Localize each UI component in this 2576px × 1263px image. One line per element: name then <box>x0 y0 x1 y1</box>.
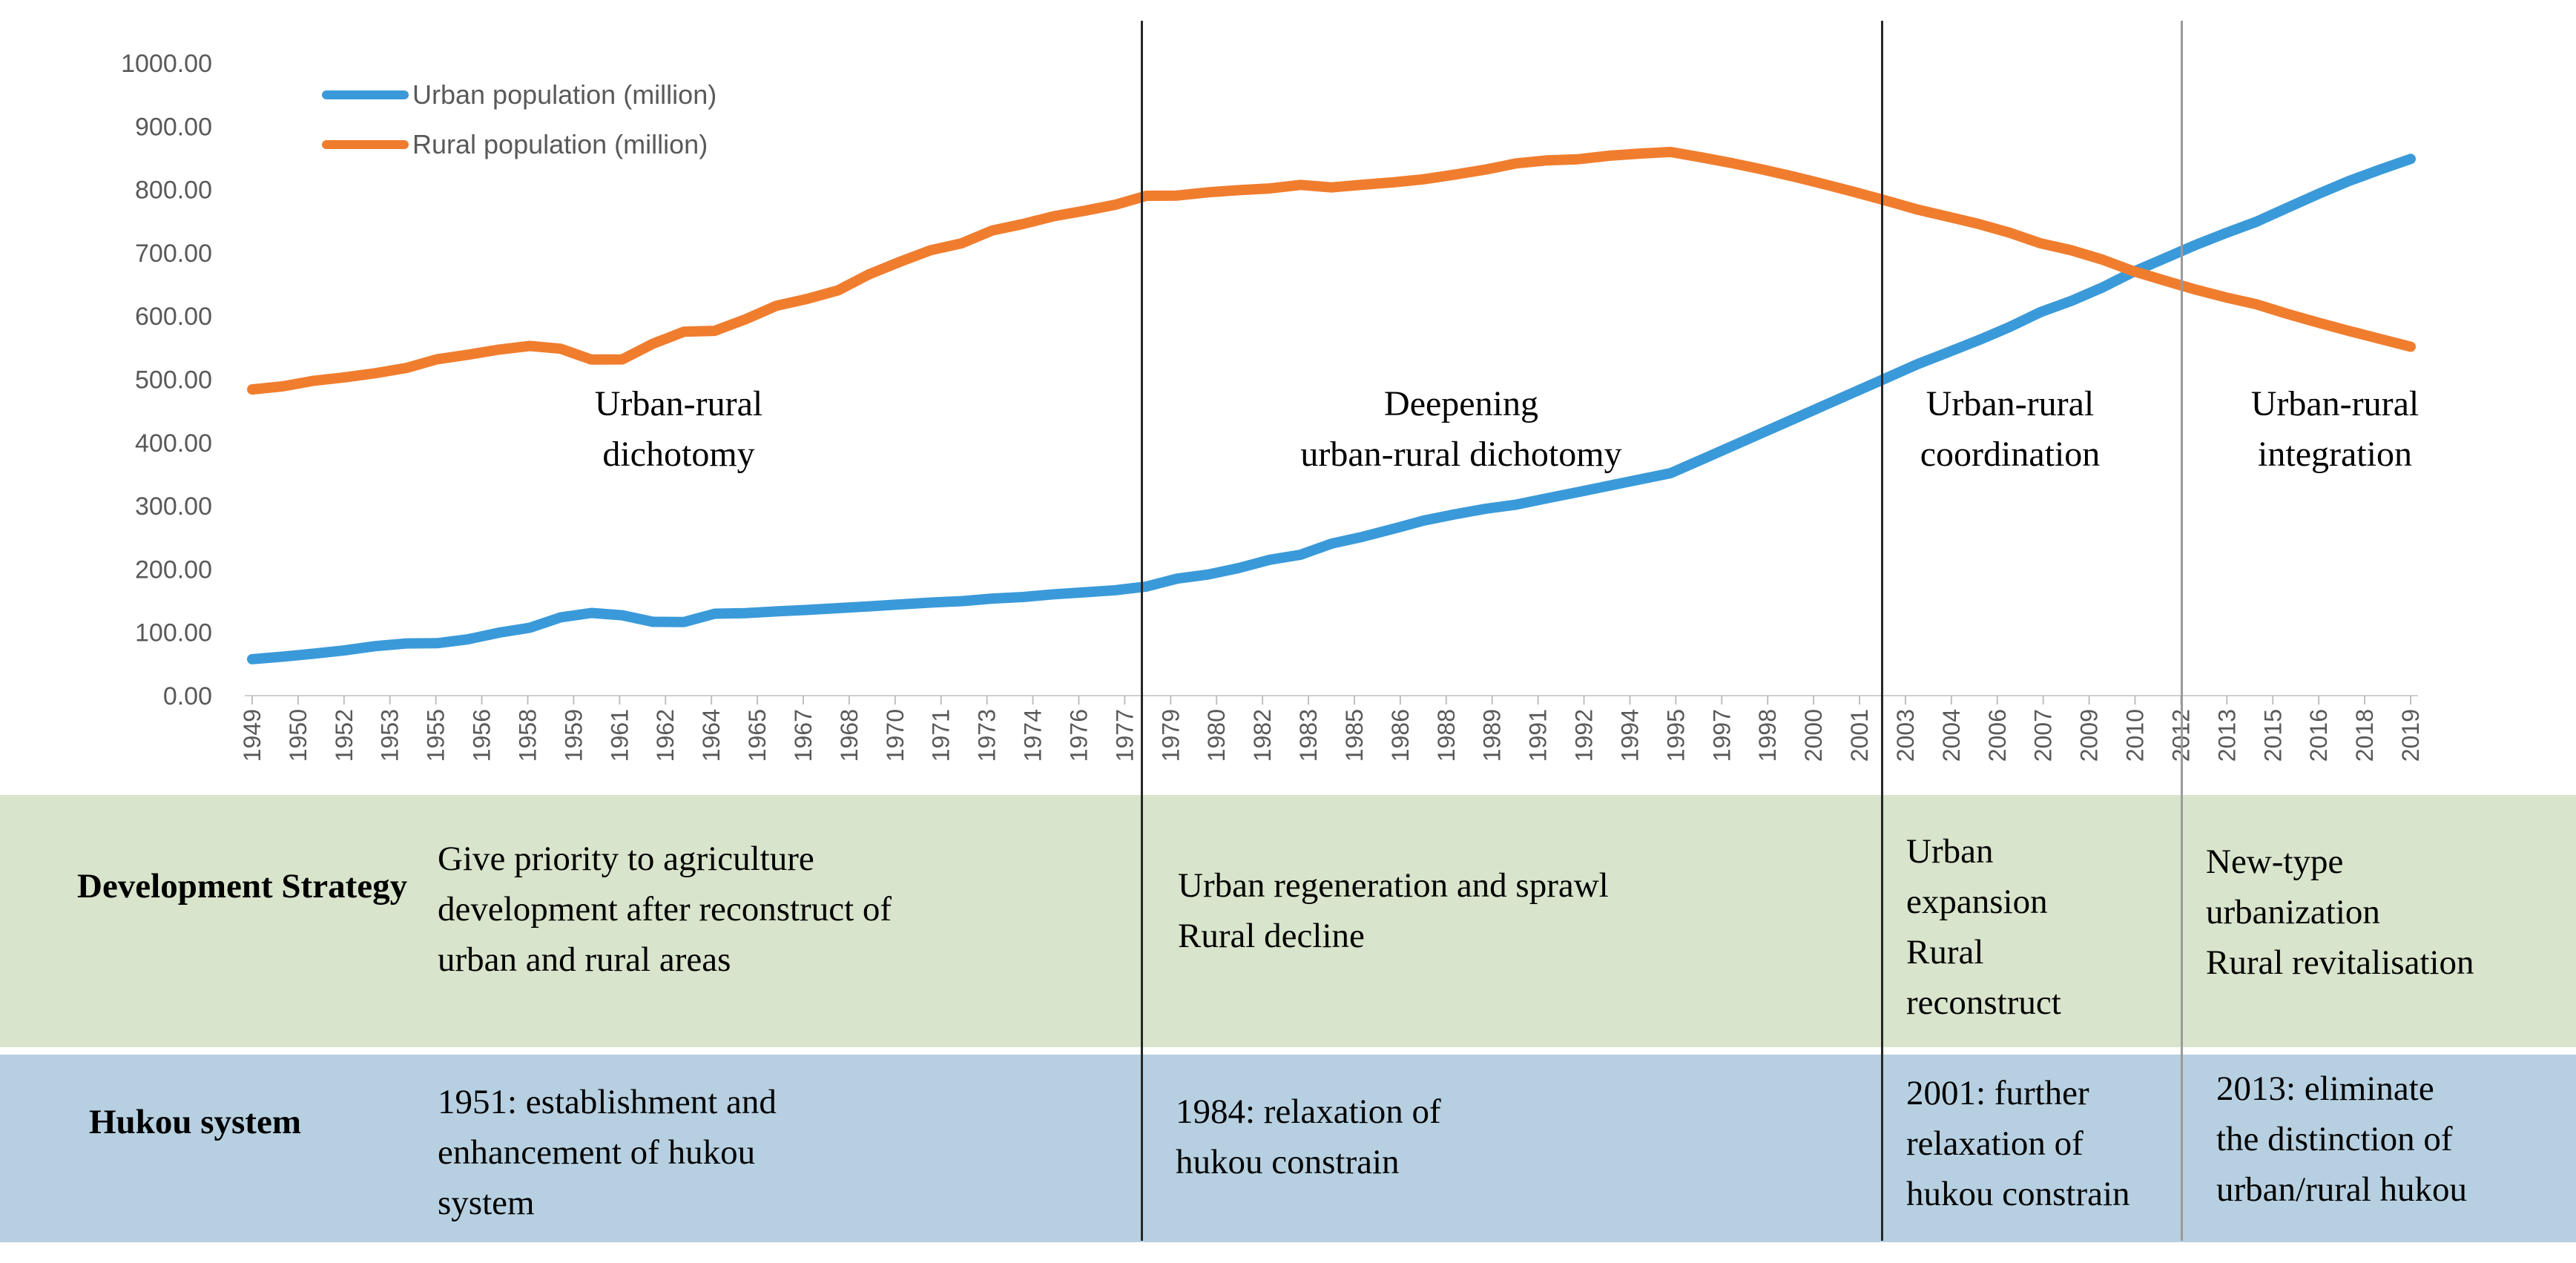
divider-2012 <box>2181 21 2183 1241</box>
hukou-cell-phase-4: 2013: eliminate the distinction of urban… <box>2216 1069 2468 1209</box>
x-tick-label: 1997 <box>1708 709 1735 762</box>
y-tick-label: 800.00 <box>135 177 212 205</box>
hukou-system-band <box>0 1055 2576 1242</box>
y-tick-label: 900.00 <box>135 113 212 141</box>
development-strategy-band <box>0 795 2576 1047</box>
x-tick-label: 1988 <box>1433 709 1460 762</box>
y-tick-label: 300.00 <box>135 492 212 521</box>
x-tick-label: 2016 <box>2305 709 2332 762</box>
legend-label: Urban population (million) <box>412 79 717 110</box>
x-tick-label: 2001 <box>1846 709 1873 762</box>
x-tick-label: 2019 <box>2397 709 2424 762</box>
divider-2002 <box>1881 21 1883 1241</box>
divider-1978 <box>1141 21 1143 1241</box>
x-tick-label: 1974 <box>1020 709 1047 762</box>
x-tick-label: 2000 <box>1800 709 1827 762</box>
x-tick-label: 1998 <box>1754 709 1781 762</box>
x-tick-label: 2018 <box>2351 709 2378 762</box>
x-tick-label: 1992 <box>1571 709 1598 762</box>
x-tick-label: 1983 <box>1295 709 1322 762</box>
x-tick-label: 2007 <box>2030 709 2057 762</box>
x-tick-label: 1977 <box>1111 709 1138 762</box>
x-tick-label: 2006 <box>1984 709 2011 762</box>
x-tick-label: 1953 <box>377 709 403 762</box>
x-tick-label: 2003 <box>1892 709 1919 762</box>
strategy-cell-phase-1: Give priority to agriculture development… <box>438 840 892 979</box>
x-tick-label: 1950 <box>285 709 312 762</box>
row-label-hukou-system: Hukou system <box>89 1103 301 1141</box>
x-axis-ticks: 1949 1950 1952 1953 1955 1956 1958 1959 1961 1962… <box>239 696 2424 762</box>
x-tick-label: 1962 <box>652 709 679 762</box>
x-tick-label: 2013 <box>2213 709 2240 762</box>
y-tick-label: 200.00 <box>135 555 212 584</box>
x-tick-label: 1964 <box>698 709 725 762</box>
strategy-cell-phase-4: New-type urbanization Rural revitalisati… <box>2206 842 2474 982</box>
hukou-cell-phase-1: 1951: establishment and enhancement of h… <box>438 1083 777 1222</box>
strategy-cell-phase-2: Urban regeneration and sprawl Rural decl… <box>1178 866 1609 955</box>
x-tick-label: 2015 <box>2259 709 2286 762</box>
y-tick-label: 700.00 <box>135 240 212 268</box>
x-tick-label: 2004 <box>1938 709 1965 762</box>
x-tick-label: 2010 <box>2122 709 2149 762</box>
phase-label: Urban-rural coordination <box>1920 384 2101 474</box>
urban-population-line <box>247 154 2416 665</box>
phase-label: Deepening urban-rural dichotomy <box>1300 384 1621 474</box>
x-tick-label: 1994 <box>1616 709 1643 762</box>
x-tick-label: 1976 <box>1065 709 1092 762</box>
x-tick-label: 1961 <box>606 709 633 762</box>
x-tick-label: 1989 <box>1479 709 1506 762</box>
y-tick-label: 500.00 <box>135 366 212 395</box>
y-tick-label: 1000.00 <box>121 50 212 78</box>
x-tick-label: 1979 <box>1157 709 1184 762</box>
strategy-cell-phase-3: Urban expansion Rural reconstruct <box>1906 832 2061 1022</box>
phase-label: Urban-rural integration <box>2251 384 2419 474</box>
x-tick-label: 2009 <box>2076 709 2103 762</box>
x-tick-label: 1991 <box>1525 709 1552 762</box>
y-tick-label: 0.00 <box>163 682 212 710</box>
series-group <box>247 146 2416 665</box>
x-tick-label: 1959 <box>560 709 587 762</box>
x-tick-label: 1985 <box>1341 709 1368 762</box>
x-tick-label: 1952 <box>331 709 358 762</box>
x-tick-label: 1958 <box>514 709 541 762</box>
y-axis-ticks: 1000.00 900.00 800.00 700.00 600.00 500.00 400… <box>121 50 212 710</box>
row-label-development-strategy: Development Strategy <box>77 867 408 906</box>
legend: Urban population (million) Rural populati… <box>322 79 717 159</box>
x-tick-label: 1995 <box>1662 709 1689 762</box>
x-tick-label: 1949 <box>239 709 266 762</box>
x-tick-label: 1965 <box>744 709 771 762</box>
x-tick-label: 1955 <box>423 709 449 762</box>
x-tick-label: 1982 <box>1249 709 1276 762</box>
x-tick-label: 1956 <box>469 709 495 762</box>
x-tick-label: 1971 <box>928 709 955 762</box>
y-tick-label: 400.00 <box>135 429 212 458</box>
x-tick-label: 1970 <box>882 709 909 762</box>
phase-labels: Urban-rural dichotomy Deepening urban-rural… <box>595 384 2419 474</box>
y-tick-label: 100.00 <box>135 619 212 647</box>
x-tick-label: 1980 <box>1203 709 1230 762</box>
x-tick-label: 1968 <box>836 709 863 762</box>
hukou-cell-phase-3: 2001: further relaxation of hukou constr… <box>1906 1074 2130 1213</box>
y-tick-label: 600.00 <box>135 303 212 331</box>
x-tick-label: 1973 <box>974 709 1001 762</box>
x-tick-label: 1967 <box>790 709 817 762</box>
rural-population-line <box>247 146 2416 395</box>
phase-label: Urban-rural dichotomy <box>595 384 763 474</box>
legend-label: Rural population (million) <box>412 129 708 159</box>
hukou-cell-phase-2: 1984: relaxation of hukou constrain <box>1176 1092 1441 1181</box>
x-tick-label: 1986 <box>1387 709 1414 762</box>
